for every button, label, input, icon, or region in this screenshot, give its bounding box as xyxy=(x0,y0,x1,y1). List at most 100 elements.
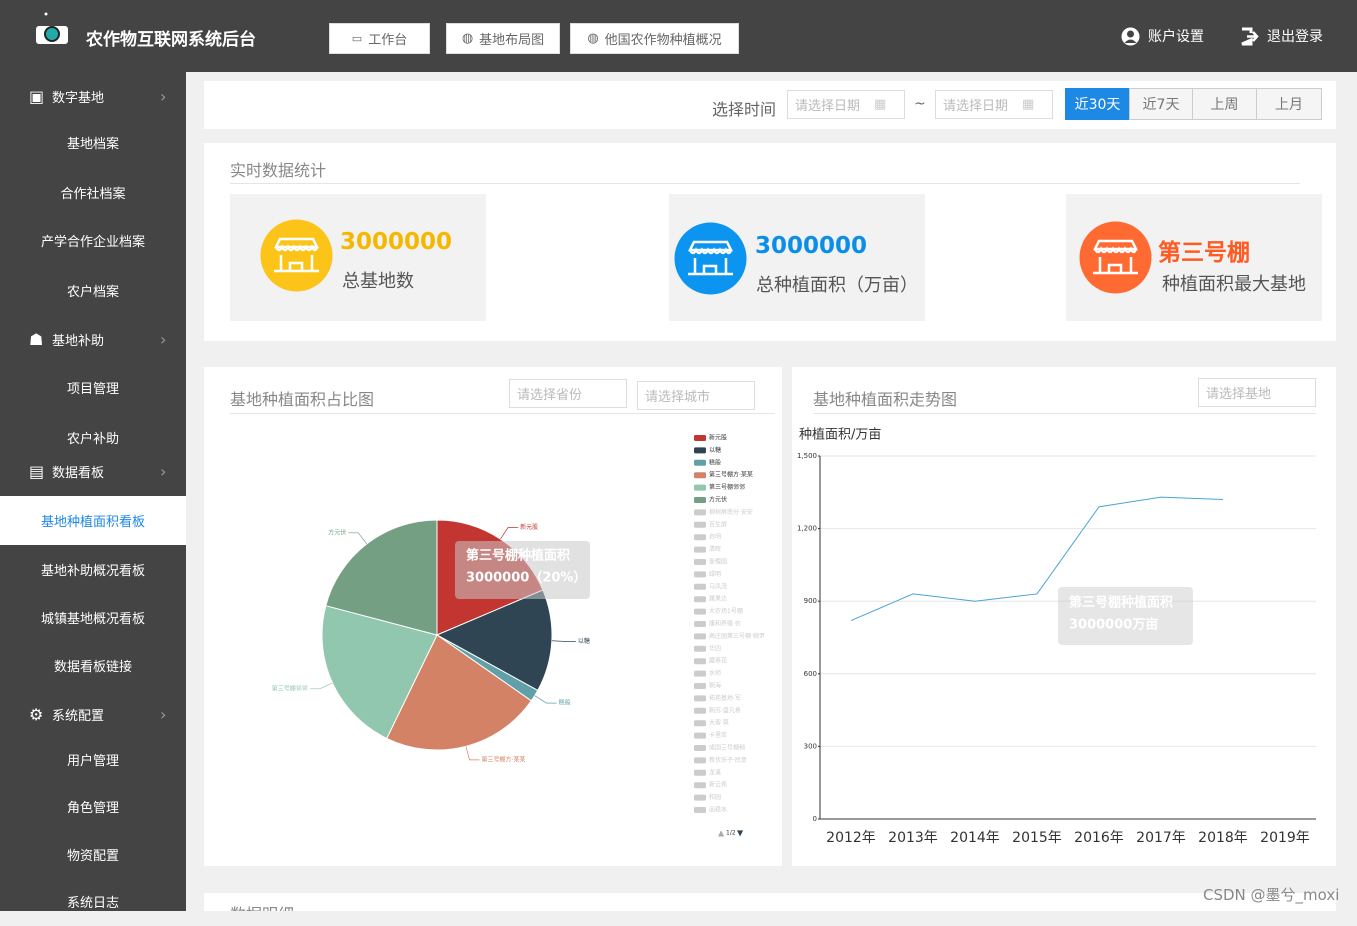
menu-group[interactable]: 数据看板 ▤ › xyxy=(0,447,186,496)
menu-item[interactable]: 农户档案 xyxy=(0,266,186,315)
range-button[interactable]: 近7天 xyxy=(1129,88,1193,120)
nav-label[interactable]: 他国农作物种植概况 xyxy=(604,33,722,48)
province-select[interactable]: 请选择省份 xyxy=(509,379,627,408)
placeholder[interactable]: 请选择日期 xyxy=(795,99,861,114)
menu-item[interactable]: 角色管理 xyxy=(0,782,186,831)
menu-item-label[interactable]: 农户档案 xyxy=(66,285,119,300)
menu-icon: ▤ xyxy=(29,462,45,481)
tooltip-text: 3000000（20%） xyxy=(466,570,586,586)
menu-group[interactable]: 基地补助 ☗ › xyxy=(0,315,186,364)
menu-item[interactable]: 物资配置 xyxy=(0,830,186,879)
nav-label[interactable]: 工作台 xyxy=(368,33,408,48)
slice-label: 第三号棚方·某某 xyxy=(481,755,525,763)
nav-button[interactable]: ▭ 工作台 xyxy=(329,23,430,54)
chevron: › xyxy=(160,705,167,724)
menu-item-label[interactable]: 角色管理 xyxy=(66,801,119,816)
stat-label: 种植面积最大基地 xyxy=(1162,274,1306,295)
menu-group-label[interactable]: 数字基地 xyxy=(52,91,105,106)
legend-swatch xyxy=(694,435,706,441)
legend-label: 百生屏 xyxy=(709,520,727,528)
legend-label: 藏茶花 xyxy=(709,657,727,665)
menu-item-label[interactable]: 物资配置 xyxy=(66,849,119,864)
detail-title: 数据明细 xyxy=(230,901,294,911)
leader-line xyxy=(534,695,557,704)
range-button[interactable]: 上月 xyxy=(1256,88,1322,120)
date-input[interactable]: 请选择日期 ▦ xyxy=(787,90,905,119)
menu-group-label[interactable]: 数据看板 xyxy=(52,466,105,481)
menu-group[interactable]: 系统配置 ⚙ › xyxy=(0,690,186,739)
menu-item-label[interactable]: 系统日志 xyxy=(66,896,119,911)
date-input[interactable]: 请选择日期 ▦ xyxy=(935,90,1053,119)
menu-item[interactable]: 产学合作企业档案 xyxy=(0,216,186,265)
legend-label: 朝苏·盛凡希 xyxy=(709,706,741,714)
legend-swatch xyxy=(694,521,706,528)
city-select[interactable]: 请选择城市 xyxy=(637,381,755,410)
pie-slice xyxy=(386,634,532,751)
logout-label[interactable]: 退出登录 xyxy=(1267,29,1323,45)
legend-pager-prev: ▲ xyxy=(718,829,725,838)
legend-swatch xyxy=(694,459,706,466)
menu-item-label[interactable]: 基地种植面积看板 xyxy=(40,515,145,530)
menu-item-label[interactable]: 数据看板链接 xyxy=(53,660,132,675)
placeholder[interactable]: 请选择日期 xyxy=(943,99,1009,114)
menu-item[interactable]: 用户管理 xyxy=(0,735,186,784)
menu-item[interactable]: 基地种植面积看板 xyxy=(0,496,186,545)
menu-item[interactable]: 系统日志 xyxy=(0,877,186,926)
menu-item[interactable]: 合作社档案 xyxy=(0,168,186,217)
legend-label: 清晖 xyxy=(709,545,721,553)
legend-swatch xyxy=(694,546,706,553)
stat-value: 3000000 xyxy=(755,233,868,259)
legend-swatch xyxy=(694,645,706,652)
menu-item-label[interactable]: 农户补助 xyxy=(66,432,119,447)
line-title: 基地种植面积走势图 xyxy=(813,390,958,409)
menu-group[interactable]: 数字基地 ▣ › xyxy=(0,72,186,121)
nav-button[interactable]: ◍ 他国农作物种植概况 xyxy=(570,23,739,54)
menu-item[interactable]: 项目管理 xyxy=(0,363,186,412)
menu-icon: ☗ xyxy=(29,330,44,349)
menu-item-label[interactable]: 合作社档案 xyxy=(60,187,126,202)
account-icon xyxy=(1121,27,1140,45)
legend-page: 1/2 xyxy=(726,830,736,837)
nav-button[interactable]: ◍ 基地布局图 xyxy=(446,23,560,54)
menu-item-label[interactable]: 用户管理 xyxy=(66,754,119,769)
nav-label[interactable]: 基地布局图 xyxy=(479,33,545,48)
menu-item[interactable]: 基地补助概况看板 xyxy=(0,545,186,594)
menu-item-label[interactable]: 基地档案 xyxy=(66,137,119,152)
logout-link[interactable]: 退出登录 xyxy=(1240,26,1323,46)
x-tick-label: 2018年 xyxy=(1198,830,1248,846)
app-title: 农作物互联网系统后台 xyxy=(86,30,256,50)
pie-title: 基地种植面积占比图 xyxy=(230,390,375,409)
account-link[interactable]: 账户设置 xyxy=(1121,26,1204,46)
legend-label: 新云希 xyxy=(709,781,727,789)
legend-swatch xyxy=(694,571,706,578)
legend-label: 启明 xyxy=(709,533,721,541)
legend-swatch xyxy=(694,695,706,702)
base-select[interactable]: 请选择基地 xyxy=(1198,378,1316,407)
menu-group-label[interactable]: 系统配置 xyxy=(52,709,105,724)
divider xyxy=(813,413,1316,414)
chevron: › xyxy=(160,462,167,481)
menu-group-label[interactable]: 基地补助 xyxy=(52,334,105,349)
menu-item[interactable]: 城镇基地概况看板 xyxy=(0,593,186,642)
account-label[interactable]: 账户设置 xyxy=(1148,29,1204,45)
legend-swatch xyxy=(694,583,706,590)
y-tick-label: 0 xyxy=(813,815,817,823)
menu-item-label[interactable]: 基地补助概况看板 xyxy=(40,564,145,579)
menu-item-label[interactable]: 产学合作企业档案 xyxy=(40,235,145,250)
menu-item[interactable]: 基地档案 xyxy=(0,118,186,167)
menu-item-label[interactable]: 项目管理 xyxy=(66,382,119,397)
range-button[interactable]: 上周 xyxy=(1192,88,1257,120)
legend-label: 奎槐园 xyxy=(709,558,727,566)
range-button[interactable]: 近30天 xyxy=(1065,88,1130,120)
menu-item[interactable]: 数据看板链接 xyxy=(0,641,186,690)
tooltip-text: 第三号棚种植面积 xyxy=(466,548,570,564)
stat-label: 总种植面积（万亩） xyxy=(756,275,918,296)
legend-label: 龙溪 xyxy=(709,768,721,776)
legend-label: 水师 xyxy=(709,669,721,677)
menu-item-label[interactable]: 城镇基地概况看板 xyxy=(40,612,145,627)
leader-line xyxy=(309,682,333,690)
x-tick-label: 2013年 xyxy=(888,830,938,846)
menu-item[interactable]: 农户补助 xyxy=(0,413,186,462)
tooltip-text: 3000000万亩 xyxy=(1069,617,1158,633)
legend-label: 品稳水 xyxy=(709,806,727,814)
